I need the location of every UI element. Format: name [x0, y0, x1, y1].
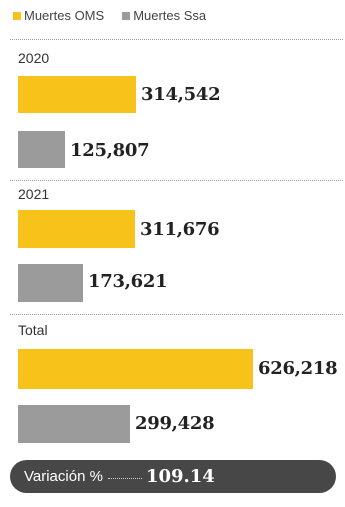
group-label-2021: 2021: [18, 186, 50, 202]
legend-item-oms: Muertes OMS: [13, 8, 104, 23]
legend-swatch-ssa: [122, 11, 131, 20]
value-label-oms-2020: 314,542: [141, 84, 221, 105]
variation-value: 109.14: [145, 466, 215, 487]
legend-label-ssa: Muertes Ssa: [133, 8, 207, 23]
chart-legend: Muertes OMS Muertes Ssa: [13, 8, 224, 23]
value-label-oms-total: 626,218: [258, 358, 338, 379]
variation-leader-dots: [107, 477, 142, 479]
group-label-total: Total: [18, 322, 48, 338]
group-label-2020: 2020: [18, 50, 50, 66]
divider-2020: [10, 180, 343, 181]
bar-oms-total: [18, 349, 253, 389]
value-label-ssa-2020: 125,807: [70, 140, 150, 161]
divider-2021: [10, 314, 343, 315]
legend-label-oms: Muertes OMS: [24, 8, 105, 23]
variation-label: Variación %: [24, 468, 103, 485]
legend-item-ssa: Muertes Ssa: [122, 8, 206, 23]
legend-swatch-oms: [13, 11, 21, 20]
divider-top: [10, 39, 343, 40]
bar-oms-2020: [18, 76, 136, 113]
variation-pill: Variación % 109.14: [10, 460, 336, 493]
value-label-oms-2021: 311,676: [140, 219, 220, 240]
value-label-ssa-total: 299,428: [135, 413, 215, 434]
bar-ssa-2020: [18, 131, 65, 168]
bar-oms-2021: [18, 210, 135, 248]
bar-ssa-2021: [18, 264, 83, 302]
value-label-ssa-2021: 173,621: [88, 271, 168, 292]
bar-ssa-total: [18, 405, 130, 443]
